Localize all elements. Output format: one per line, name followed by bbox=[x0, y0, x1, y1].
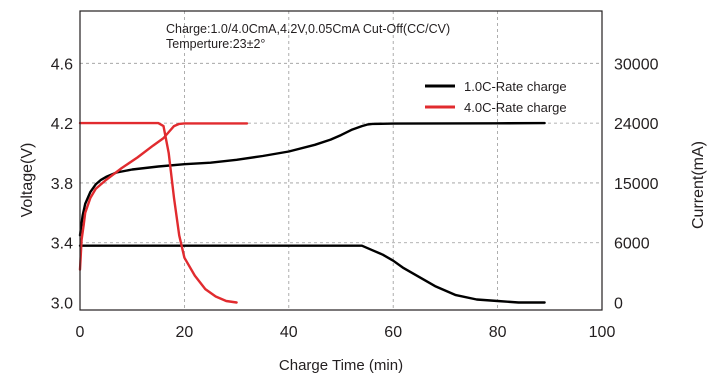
grid-lines bbox=[80, 11, 602, 310]
y-left-tick-label: 3.4 bbox=[51, 236, 73, 253]
series-lines bbox=[78, 121, 546, 304]
y-left-axis-label: Voltage(V) bbox=[19, 143, 36, 218]
x-tick-label: 80 bbox=[489, 324, 507, 341]
y-right-axis-label: Current(mA) bbox=[690, 141, 707, 229]
x-tick-label: 60 bbox=[384, 324, 402, 341]
y-right-tick-label: 30000 bbox=[614, 56, 659, 73]
x-tick-label: 40 bbox=[280, 324, 298, 341]
y-right-tick-labels: 0 6000 15000 24000 30000 bbox=[614, 56, 659, 312]
series-line-4-0c-rate-charge-voltage bbox=[78, 122, 249, 271]
x-tick-label: 20 bbox=[176, 324, 194, 341]
x-tick-label: 100 bbox=[589, 324, 616, 341]
x-axis-label: Charge Time (min) bbox=[279, 357, 403, 374]
y-right-tick-label: 15000 bbox=[614, 176, 659, 193]
annotation-charge: Charge:1.0/4.0CmA,4.2V,0.05CmA Cut-Off(C… bbox=[166, 22, 450, 36]
legend-label-4c: 4.0C-Rate charge bbox=[464, 100, 567, 115]
y-right-tick-label: 6000 bbox=[614, 236, 650, 253]
x-tick-labels: 0 20 40 60 80 100 bbox=[76, 324, 616, 341]
legend: 1.0C-Rate charge 4.0C-Rate charge bbox=[425, 79, 567, 115]
x-tick-label: 0 bbox=[76, 324, 85, 341]
series-line-4-0c-rate-charge-current bbox=[78, 121, 238, 304]
y-left-tick-label: 4.6 bbox=[51, 56, 73, 73]
y-left-tick-label: 4.2 bbox=[51, 116, 73, 133]
y-left-tick-label: 3.0 bbox=[51, 296, 73, 313]
annotation-temperature: Temperture:23±2° bbox=[166, 37, 265, 51]
series-line-1-0c-rate-charge-current bbox=[78, 244, 546, 304]
y-left-tick-label: 3.8 bbox=[51, 176, 73, 193]
plot-frame bbox=[79, 10, 603, 311]
legend-label-1c: 1.0C-Rate charge bbox=[464, 79, 567, 94]
series-line-1-0c-rate-charge-voltage bbox=[78, 121, 546, 237]
y-left-tick-labels: 3.0 3.4 3.8 4.2 4.6 bbox=[51, 56, 73, 312]
y-right-tick-label: 0 bbox=[614, 296, 623, 313]
y-right-tick-label: 24000 bbox=[614, 116, 659, 133]
